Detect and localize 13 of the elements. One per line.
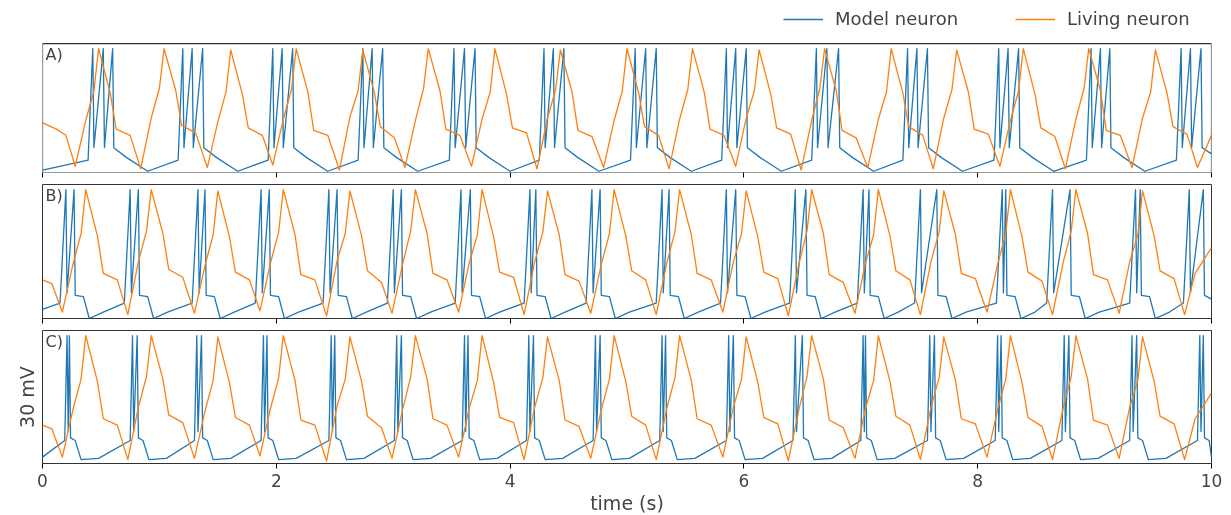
chart-title: B) [45,185,63,205]
x-tick-label: 0 [37,470,48,491]
x-tick-label: 2 [270,470,282,491]
x-tick-label: 4 [504,470,516,491]
x-tick-label: 10 [1200,470,1223,491]
legend-label: Model neuron [835,8,960,29]
y-axis-title: 30 mV [15,366,38,428]
x-tick-label: 8 [972,470,984,491]
chart-title: A) [45,44,63,64]
x-axis-title: time (s) [590,491,664,514]
x-tick-label: 6 [738,470,750,491]
legend-label: Living neuron [1067,8,1191,29]
chart-title: C) [45,331,63,351]
